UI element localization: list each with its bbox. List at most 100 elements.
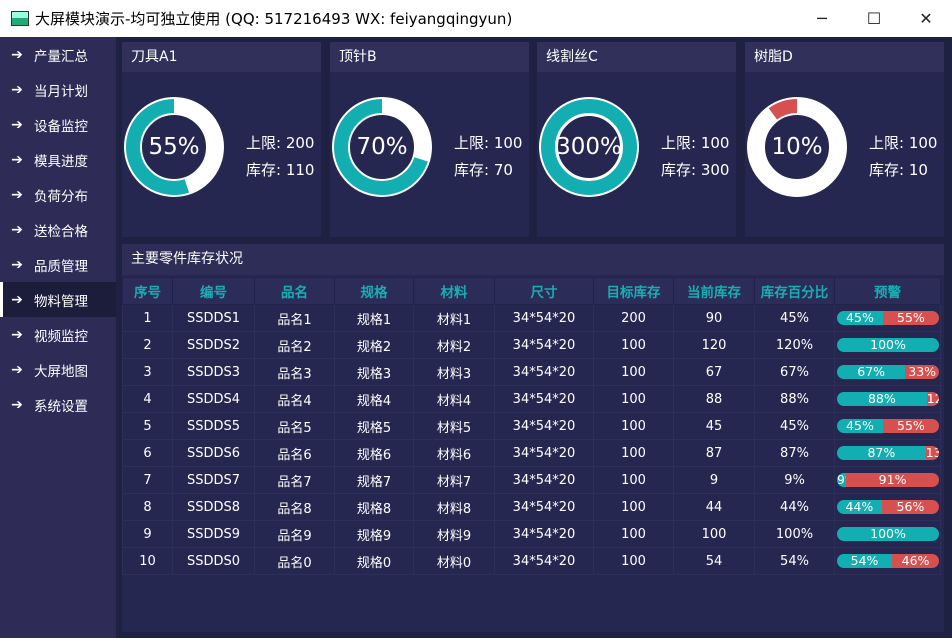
alert-cell: 45% 55% — [834, 412, 941, 440]
sidebar-item-3[interactable]: ➔ 模具进度 — [0, 142, 116, 177]
ring-progress — [541, 99, 637, 195]
table-cell: 2 — [122, 331, 173, 359]
sidebar: ➔ 产量汇总 ➔ 当月计划 ➔ 设备监控 ➔ 模具进度 ➔ 负荷分布 ➔ 送检合格 ➔ 品质管理 ➔ 物料管理… — [0, 37, 116, 638]
sidebar-item-2[interactable]: ➔ 设备监控 — [0, 107, 116, 142]
column-header[interactable]: 尺寸 — [494, 277, 594, 305]
sidebar-item-10[interactable]: ➔ 系统设置 — [0, 387, 116, 422]
alert-bar-ok: 45% — [837, 419, 883, 433]
column-header[interactable]: 序号 — [122, 277, 173, 305]
alert-bar: 87%13% — [837, 446, 939, 460]
minimize-button[interactable]: ─ — [817, 9, 827, 28]
sidebar-item-label: 系统设置 — [34, 398, 88, 415]
alert-bar-warn: 55% — [882, 419, 939, 433]
alert-bar: 100% — [837, 338, 939, 352]
gauge-card: 线割丝C 300% 上限: 100 库存: 300 — [537, 42, 736, 237]
alert-bar: 9%91% — [837, 473, 939, 487]
sidebar-item-1[interactable]: ➔ 当月计划 — [0, 72, 116, 107]
table-cell: 100 — [593, 466, 674, 494]
column-header[interactable]: 目标库存 — [593, 277, 674, 305]
alert-bar-warn: 56% — [881, 500, 939, 514]
column-header[interactable]: 当前库存 — [673, 277, 755, 305]
table-cell: SSDDS2 — [172, 331, 255, 359]
table-cell: 34*54*20 — [494, 331, 594, 359]
table-row[interactable]: 8 SSDDS8 品名8 规格8 材料8 34*54*20 100 44 44% 44% 56% — [122, 493, 941, 521]
table-cell: 8 — [122, 493, 173, 521]
alert-bar-warn: 55% — [882, 311, 939, 325]
table-cell: SSDDS9 — [172, 520, 255, 548]
ring-gauge — [539, 97, 639, 197]
table-cell: 100 — [593, 439, 674, 467]
alert-bar-ok: 44% — [837, 500, 882, 514]
table-row[interactable]: 2 SSDDS2 品名2 规格2 材料2 34*54*20 100 120 120% 100% — [122, 331, 941, 359]
alert-bar: 88%12% — [837, 392, 939, 406]
maximize-button[interactable]: ☐ — [866, 9, 882, 28]
alert-bar-ok: 87% — [837, 446, 926, 460]
sidebar-item-9[interactable]: ➔ 大屏地图 — [0, 352, 116, 387]
table-row[interactable]: 3 SSDDS3 品名3 规格3 材料3 34*54*20 100 67 67% 67% 33% — [122, 358, 941, 386]
table-row[interactable]: 10 SSDDS0 品名0 规格0 材料0 34*54*20 100 54 54% 54% 46% — [122, 547, 941, 575]
column-header[interactable]: 品名 — [254, 277, 335, 305]
table-cell: 材料7 — [413, 466, 495, 494]
stock-label: 库存: 300 — [661, 161, 730, 179]
ring-progress — [749, 99, 845, 195]
table-cell: 规格4 — [334, 385, 414, 413]
stock-label: 库存: 10 — [869, 161, 928, 179]
table-cell: 品名4 — [254, 385, 335, 413]
sidebar-item-label: 模具进度 — [34, 153, 88, 170]
ring-gauge — [332, 97, 432, 197]
table-cell: 100 — [593, 547, 674, 575]
sidebar-item-5[interactable]: ➔ 送检合格 — [0, 212, 116, 247]
gauge-percent: 10% — [771, 134, 823, 160]
table-cell: 材料4 — [413, 385, 495, 413]
gauge-percent: 300% — [556, 134, 622, 160]
ring-gauge — [124, 97, 224, 197]
table-cell: 规格7 — [334, 466, 414, 494]
close-button[interactable]: ✕ — [919, 9, 933, 28]
table-cell: 1 — [122, 304, 173, 332]
stock-label: 库存: 70 — [454, 161, 513, 179]
alert-bar: 67% 33% — [837, 365, 939, 379]
table-cell: 44 — [673, 493, 755, 521]
column-header[interactable]: 预警 — [834, 277, 941, 305]
column-header[interactable]: 规格 — [334, 277, 414, 305]
stock-label: 库存: 110 — [246, 161, 315, 179]
arrow-right-icon: ➔ — [11, 116, 23, 133]
alert-cell: 54% 46% — [834, 547, 941, 575]
alert-bar-ok: 100% — [837, 527, 939, 541]
window-title: 大屏模块演示-均可独立使用 (QQ: 517216493 WX: feiyang… — [35, 10, 513, 28]
table-row[interactable]: 9 SSDDS9 品名9 规格9 材料9 34*54*20 100 100 100% 100% — [122, 520, 941, 548]
sidebar-item-0[interactable]: ➔ 产量汇总 — [0, 37, 116, 72]
alert-bar-warn: 13% — [925, 446, 939, 460]
table-row[interactable]: 5 SSDDS5 品名5 规格5 材料5 34*54*20 100 45 45% 45% 55% — [122, 412, 941, 440]
limit-label: 上限: 100 — [454, 134, 523, 152]
ring-progress — [126, 99, 222, 195]
sidebar-item-7[interactable]: ➔ 物料管理 — [0, 282, 116, 317]
table-row[interactable]: 1 SSDDS1 品名1 规格1 材料1 34*54*20 200 90 45% 45% 55% — [122, 304, 941, 332]
column-header[interactable]: 材料 — [413, 277, 495, 305]
alert-cell: 88%12% — [834, 385, 941, 413]
column-header[interactable]: 编号 — [172, 277, 255, 305]
app-icon — [11, 11, 29, 26]
alert-cell: 45% 55% — [834, 304, 941, 332]
column-header[interactable]: 库存百分比 — [754, 277, 835, 305]
table-cell: 34*54*20 — [494, 385, 594, 413]
table-cell: 规格2 — [334, 331, 414, 359]
alert-bar-ok: 9% — [837, 473, 847, 487]
table-cell: 34*54*20 — [494, 412, 594, 440]
table-cell: 9% — [754, 466, 835, 494]
table-cell: 34*54*20 — [494, 358, 594, 386]
sidebar-item-6[interactable]: ➔ 品质管理 — [0, 247, 116, 282]
table-cell: 品名8 — [254, 493, 335, 521]
table-cell: 品名9 — [254, 520, 335, 548]
table-cell: 34*54*20 — [494, 547, 594, 575]
table-cell: 6 — [122, 439, 173, 467]
table-cell: SSDDS8 — [172, 493, 255, 521]
card-title: 刀具A1 — [122, 42, 321, 72]
sidebar-item-label: 品质管理 — [34, 258, 88, 275]
sidebar-item-8[interactable]: ➔ 视频监控 — [0, 317, 116, 352]
sidebar-item-4[interactable]: ➔ 负荷分布 — [0, 177, 116, 212]
table-cell: 4 — [122, 385, 173, 413]
